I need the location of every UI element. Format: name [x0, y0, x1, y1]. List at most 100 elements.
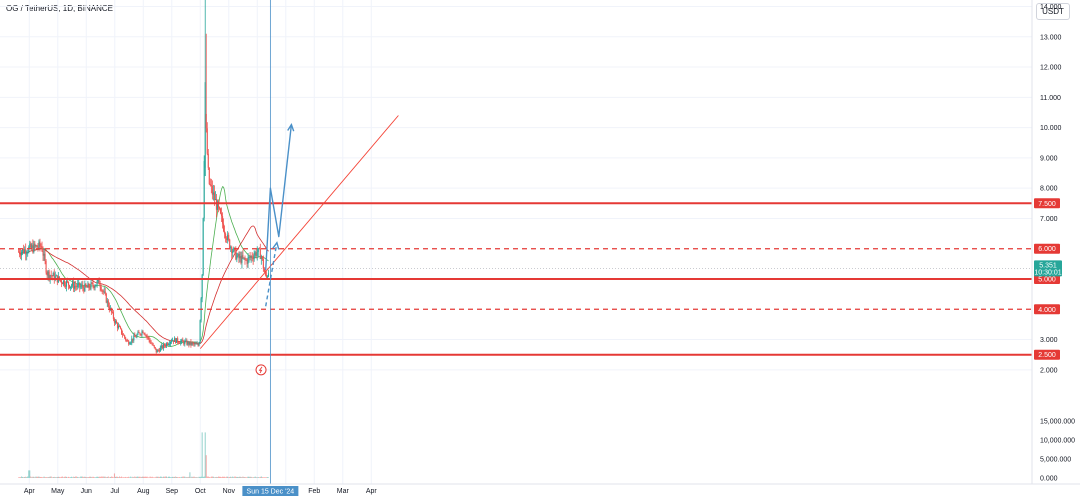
- volume-bar: [60, 476, 62, 478]
- volume-bar: [121, 476, 123, 478]
- volume-tick-label: 10,000.000: [1040, 438, 1075, 445]
- volume-bar: [242, 476, 244, 478]
- volume-bar: [173, 476, 175, 478]
- candle-body: [31, 245, 33, 248]
- level-price-label-bg: [1034, 243, 1060, 254]
- level-price-label-bg: [1034, 274, 1060, 284]
- volume-bar: [256, 477, 258, 478]
- candle-body: [111, 312, 113, 313]
- volume-bar: [206, 476, 208, 478]
- candle-body: [267, 273, 270, 277]
- candle-body: [232, 251, 234, 254]
- candle-body: [175, 338, 177, 343]
- candle-body: [168, 343, 171, 345]
- candle-body: [104, 291, 106, 294]
- x-tick-label: Aug: [137, 488, 150, 495]
- candle-body: [60, 280, 62, 283]
- volume-bar: [96, 476, 98, 478]
- volume-bar: [183, 476, 185, 478]
- volume-bar: [227, 476, 229, 478]
- currency-selector-button[interactable]: USDT: [1036, 3, 1070, 20]
- volume-bar: [131, 477, 133, 478]
- volume-bar: [143, 477, 145, 478]
- candle-body: [162, 344, 164, 349]
- candle-body: [76, 286, 78, 288]
- volume-bar: [215, 476, 217, 478]
- candle-body: [233, 247, 235, 252]
- candle-body: [148, 337, 150, 341]
- volume-tick-label: 15,000.000: [1040, 419, 1075, 426]
- candle-body: [95, 284, 97, 287]
- candle-body: [226, 238, 228, 241]
- volume-bar: [190, 477, 192, 478]
- candle-body: [93, 285, 95, 288]
- candle-body: [24, 249, 26, 253]
- candle-body: [79, 282, 81, 288]
- volume-bar: [44, 477, 46, 478]
- volume-bar: [54, 477, 56, 478]
- volume-bar: [198, 476, 200, 478]
- candle-body: [204, 82, 206, 177]
- volume-bar: [246, 477, 248, 478]
- volume-bar: [251, 477, 253, 478]
- candle-body: [224, 231, 226, 234]
- candle-body: [203, 161, 205, 219]
- volume-bar: [254, 476, 256, 478]
- volume-bar: [184, 476, 186, 478]
- volume-bar: [250, 476, 252, 478]
- candle-body: [34, 243, 36, 247]
- volume-bar: [174, 476, 176, 478]
- volume-bar: [87, 477, 89, 478]
- candle-body: [243, 257, 245, 259]
- volume-bar: [77, 477, 79, 478]
- candle-body: [100, 287, 102, 291]
- volume-bar: [105, 477, 107, 478]
- volume-bar: [55, 477, 57, 478]
- candle-body: [30, 243, 32, 248]
- volume-bar: [101, 476, 103, 478]
- candle-body: [72, 282, 74, 286]
- volume-bar: [42, 477, 44, 478]
- candle-body: [261, 256, 263, 260]
- candle-body: [125, 337, 127, 340]
- volume-bar: [45, 477, 47, 478]
- drawings: [199, 0, 399, 484]
- x-tick-label: Jul: [110, 488, 119, 495]
- candle-body: [266, 276, 268, 278]
- volume-bar: [265, 477, 267, 478]
- volume-bar: [197, 477, 199, 478]
- x-tick-label: Nov: [223, 488, 236, 495]
- volume-bar: [35, 476, 37, 478]
- candle-body: [242, 255, 244, 258]
- volume-bar: [182, 476, 184, 478]
- candle-body: [251, 256, 253, 259]
- volume-bar: [153, 477, 155, 478]
- candle-body: [70, 286, 72, 288]
- candle-body: [67, 281, 70, 286]
- volume-bar: [137, 476, 139, 478]
- candle-body: [249, 256, 251, 258]
- candle-body: [194, 343, 196, 345]
- candle-body: [90, 282, 92, 289]
- candle-body: [85, 283, 87, 287]
- volume-bar: [263, 477, 265, 478]
- candle-body: [63, 280, 66, 286]
- volume-bar: [238, 477, 240, 478]
- candle-body: [247, 257, 249, 264]
- volume-bar: [203, 476, 205, 478]
- candle-body: [215, 199, 217, 210]
- candle-body: [201, 274, 203, 299]
- x-tick-label: Feb: [308, 488, 320, 495]
- candle-body: [165, 343, 168, 347]
- candle-body: [38, 241, 40, 248]
- volume-bar: [31, 477, 33, 478]
- candle-body: [219, 208, 222, 214]
- candle-body: [179, 343, 181, 344]
- volume-bar: [90, 476, 92, 478]
- volume-bar: [230, 476, 232, 478]
- volume-bar: [196, 477, 198, 478]
- candle-body: [65, 281, 68, 287]
- volume-bar: [134, 476, 136, 478]
- candle-body: [143, 333, 145, 334]
